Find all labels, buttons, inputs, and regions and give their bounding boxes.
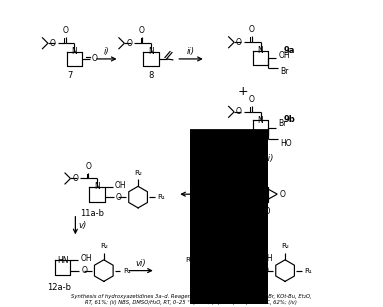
Text: O: O [249,162,255,171]
Text: HN: HN [57,256,69,265]
Text: R₃: R₃ [209,282,216,288]
Text: RT, 61%; (ii) NBS, DMSO/H₂O, RT, 0–25 °C, 83%; (iii) NaH, THF, 0–25 °C, 62%; (iv: RT, 61%; (ii) NBS, DMSO/H₂O, RT, 0–25 °C… [85,301,297,305]
Text: iii): iii) [264,154,274,163]
Text: +: + [237,85,248,98]
Text: R₂: R₂ [134,169,142,176]
Text: R₂: R₂ [100,243,108,249]
Text: Br: Br [278,119,286,128]
Text: N: N [148,47,154,56]
Text: Br: Br [280,67,288,76]
Text: N: N [258,46,264,55]
Text: iv): iv) [204,182,214,191]
Text: O: O [63,26,69,35]
Text: O: O [85,162,91,171]
Text: R₂: R₂ [281,243,289,249]
Text: OH: OH [262,255,273,263]
Text: 3a-d: 3a-d [239,285,258,294]
Text: O: O [92,54,98,64]
Text: 8: 8 [148,71,154,80]
Text: O: O [236,174,242,183]
Text: O: O [236,107,242,116]
Text: O: O [279,190,285,199]
Text: N: N [241,256,247,265]
Text: Synthesis of hydroxyazetidines 3a–d. Reagents and conditions: (i) Ph₃PCH₂Br, KOt: Synthesis of hydroxyazetidines 3a–d. Rea… [71,294,311,299]
Text: ii): ii) [187,47,195,56]
Text: OH: OH [115,181,126,190]
Text: O: O [116,192,121,202]
Text: 9b: 9b [284,115,296,124]
Text: O: O [231,244,237,253]
Text: vi): vi) [136,259,146,268]
Text: 11a-b: 11a-b [80,209,104,218]
Text: S: S [229,256,234,265]
Text: 10: 10 [260,207,271,216]
Text: O: O [263,266,268,275]
Text: R₁: R₁ [158,194,165,200]
Text: N: N [258,116,264,125]
Text: O: O [236,38,242,47]
Text: O: O [231,268,237,277]
Text: O: O [249,25,255,34]
Text: O: O [50,39,56,48]
Text: R₁: R₁ [305,268,313,274]
Text: N: N [72,47,77,56]
Text: R₄: R₄ [185,257,193,263]
Text: O: O [126,39,132,48]
Text: 9a: 9a [284,46,296,55]
Text: O: O [249,95,255,104]
Text: 7: 7 [67,71,72,80]
Text: v): v) [78,221,87,230]
Text: N: N [94,182,100,191]
Text: N: N [258,182,264,191]
Text: 12a-b: 12a-b [47,283,71,292]
Text: O: O [72,174,78,183]
Text: O: O [139,26,145,35]
Text: O: O [81,266,87,275]
Text: R₁: R₁ [123,268,131,274]
Text: i): i) [104,47,110,56]
Text: OH: OH [278,52,290,60]
Text: HO: HO [280,139,292,148]
Text: OH: OH [80,255,92,263]
